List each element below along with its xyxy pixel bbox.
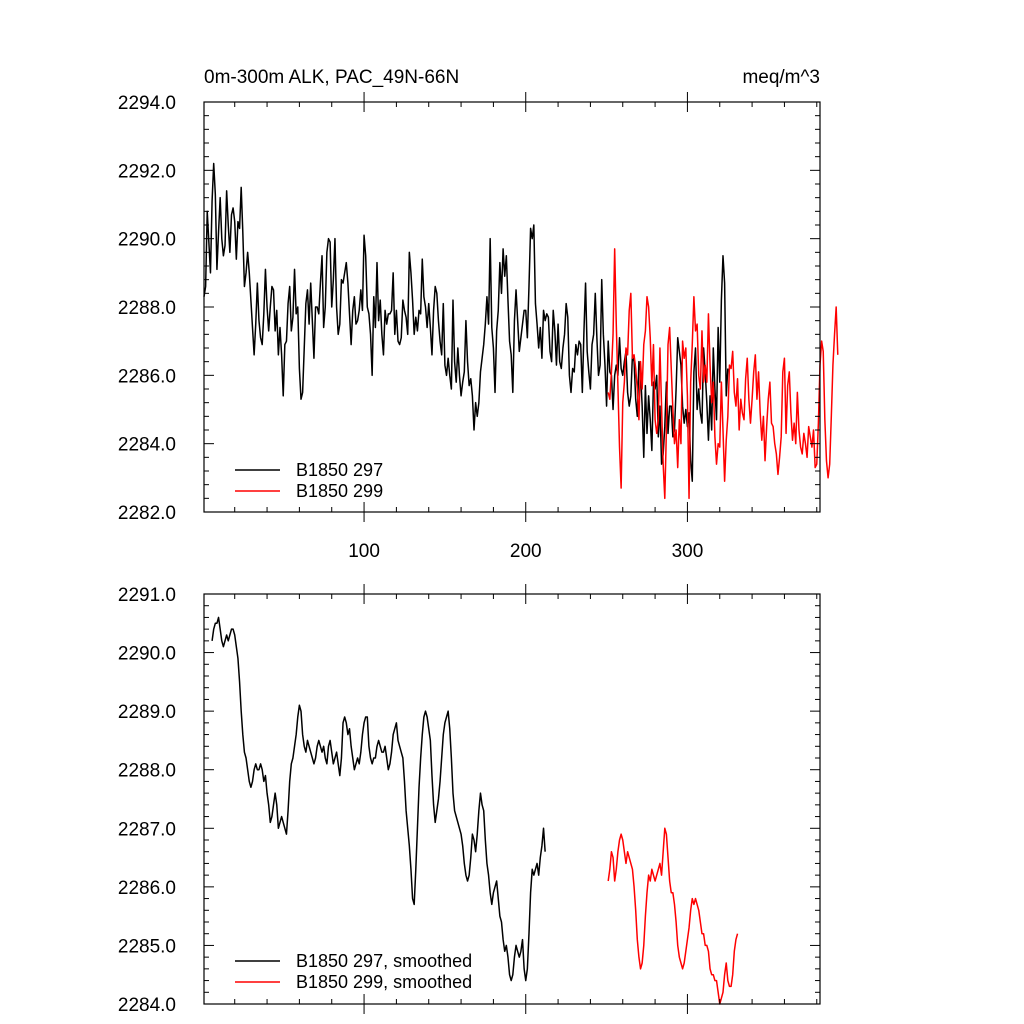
legend-label: B1850 299 — [296, 481, 383, 501]
y-tick-label: 2284.0 — [118, 995, 176, 1016]
top-panel-alkalinity-raw: 0m-300m ALK, PAC_49N-66N meq/m^3 100 200 3… — [118, 67, 839, 562]
top-panel-frame — [203, 101, 821, 513]
y-tick-label: 2290.0 — [118, 644, 176, 665]
series-line-2 — [607, 827, 739, 1005]
y-tick-label: 2284.0 — [118, 435, 176, 456]
y-tick-label: 2294.0 — [118, 93, 176, 114]
y-tick-label: 2288.0 — [118, 298, 176, 319]
bottom-panel-alkalinity-smoothed: 2284.0 2285.0 2286.0 2287.0 2288.0 2289.0 2290… — [118, 584, 821, 1016]
y-tick-label: 2290.0 — [118, 230, 176, 251]
x-tick-label: 300 — [672, 541, 704, 562]
bottom-panel-frame — [203, 593, 821, 1005]
series-line-2 — [607, 248, 839, 500]
bottom-panel-series — [211, 616, 739, 1005]
y-tick-label: 2291.0 — [118, 585, 176, 606]
top-panel-title: 0m-300m ALK, PAC_49N-66N — [204, 67, 459, 88]
legend-label: B1850 299, smoothed — [296, 972, 472, 992]
series-line-1 — [211, 616, 546, 982]
y-tick-label: 2292.0 — [118, 161, 176, 182]
x-tick-label: 200 — [510, 541, 542, 562]
top-panel-units: meq/m^3 — [742, 67, 820, 88]
bottom-panel-ticks: 2284.0 2285.0 2286.0 2287.0 2288.0 2289.0 2290… — [118, 584, 820, 1016]
y-tick-label: 2288.0 — [118, 761, 176, 782]
x-tick-label: 100 — [348, 541, 380, 562]
legend-label: B1850 297 — [296, 460, 383, 480]
y-tick-label: 2285.0 — [118, 936, 176, 957]
y-tick-label: 2286.0 — [118, 366, 176, 387]
y-tick-label: 2289.0 — [118, 702, 176, 723]
y-tick-label: 2286.0 — [118, 878, 176, 899]
top-panel-ticks: 100 200 300 2282.0 2284.0 2286.0 2288.0 2290.0 2… — [118, 92, 820, 562]
y-tick-label: 2287.0 — [118, 819, 176, 840]
legend-label: B1850 297, smoothed — [296, 951, 472, 971]
y-tick-label: 2282.0 — [118, 503, 176, 524]
top-panel-series — [203, 162, 839, 500]
